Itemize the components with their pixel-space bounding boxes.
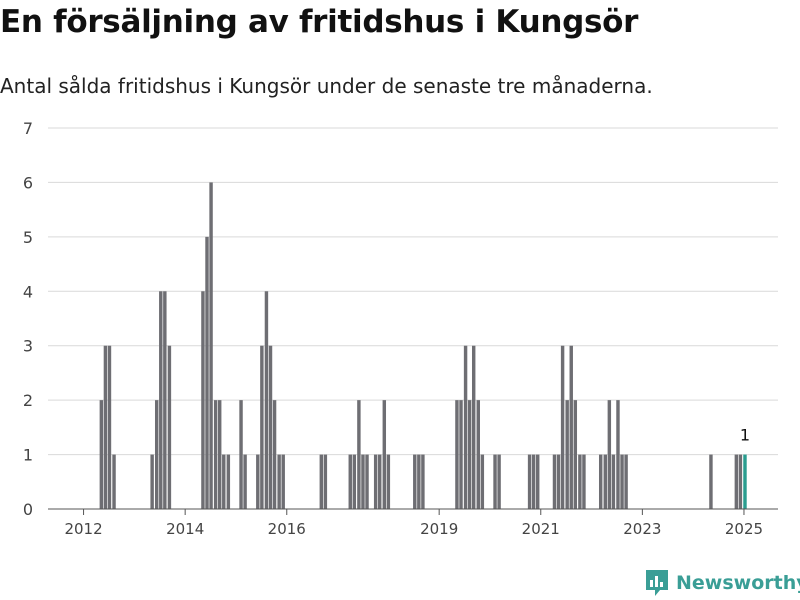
bar [620, 454, 624, 509]
bar [361, 454, 365, 509]
bar [709, 454, 713, 509]
y-tick-label: 0 [23, 500, 33, 519]
bar [611, 454, 616, 509]
bar [560, 345, 565, 509]
bar [386, 454, 391, 509]
latest-value-label: 1 [740, 426, 750, 445]
bar [365, 454, 369, 509]
x-tick-label: 2016 [268, 520, 306, 538]
x-tick-label: 2012 [64, 520, 102, 538]
bar [357, 400, 361, 509]
bar [201, 291, 205, 509]
bar [260, 345, 264, 509]
y-tick-label: 3 [23, 337, 33, 356]
bar [319, 454, 324, 509]
y-tick-label: 6 [23, 173, 33, 192]
bar [323, 454, 328, 509]
bar [417, 454, 421, 509]
bar [281, 454, 285, 509]
chart-subtitle: Antal sålda fritidshus i Kungsör under d… [0, 74, 653, 98]
bar [256, 454, 260, 509]
bar [582, 454, 586, 509]
bar [607, 400, 612, 509]
bar [378, 454, 382, 509]
bar [734, 454, 739, 509]
bar [277, 454, 281, 509]
y-tick-label: 7 [23, 119, 33, 138]
bar [209, 182, 213, 509]
bar [159, 291, 163, 509]
y-tick-label: 1 [23, 446, 33, 465]
y-tick-label: 4 [23, 282, 33, 301]
bar [352, 454, 357, 509]
bar [167, 345, 172, 509]
bar [616, 400, 620, 509]
x-tick-label: 2019 [420, 520, 458, 538]
bar [226, 454, 231, 509]
x-tick-label: 2021 [522, 520, 560, 538]
bar [243, 454, 247, 509]
bar [556, 454, 561, 509]
bar [480, 454, 485, 509]
bar [272, 400, 277, 509]
bar [99, 400, 104, 509]
x-tick-label: 2023 [623, 520, 661, 538]
bar [373, 454, 378, 509]
bar [467, 400, 472, 509]
bar [578, 454, 582, 509]
bar [382, 400, 387, 509]
x-tick-label: 2025 [725, 520, 763, 538]
y-tick-label: 2 [23, 391, 33, 410]
bar [103, 345, 108, 509]
y-axis-labels: 0 1 2 3 4 5 6 7 [23, 119, 33, 519]
bar [527, 454, 532, 509]
bar [455, 400, 459, 509]
bar [348, 454, 352, 509]
bar [213, 400, 218, 509]
bar [552, 454, 557, 509]
bar [738, 454, 743, 509]
brand-name: Newsworthy [676, 572, 800, 594]
y-tick-label: 5 [23, 228, 33, 247]
bar [565, 400, 569, 509]
bar [463, 345, 468, 509]
bar [603, 454, 607, 509]
x-axis: 2012 2014 2016 2019 2021 2023 2025 [48, 508, 778, 538]
bar [205, 236, 209, 509]
newsworthy-logo: Newsworthy [644, 568, 800, 598]
bar [531, 454, 536, 509]
bar [107, 345, 112, 509]
bar [264, 291, 269, 509]
bar [459, 400, 463, 509]
bar [413, 454, 417, 509]
bar [421, 454, 425, 509]
annotations: 1 [740, 426, 750, 445]
x-tick-label: 2014 [166, 520, 204, 538]
bar-latest [743, 454, 747, 509]
bar [239, 400, 243, 509]
chart-title: En försäljning av fritidshus i Kungsör [0, 4, 639, 40]
bar [217, 400, 222, 509]
bar [497, 454, 501, 509]
bar [150, 454, 154, 509]
bar [598, 454, 603, 509]
bar [493, 454, 497, 509]
bar [268, 345, 273, 509]
bar [222, 454, 226, 509]
bar [154, 400, 159, 509]
bar [163, 291, 167, 509]
bar [471, 345, 476, 509]
bar [112, 454, 116, 509]
bar [624, 454, 628, 509]
brand-chart-icon [646, 570, 668, 596]
bar [573, 400, 578, 509]
bar [535, 454, 540, 509]
bar [476, 400, 480, 509]
bars [99, 182, 747, 509]
bar [569, 345, 573, 509]
